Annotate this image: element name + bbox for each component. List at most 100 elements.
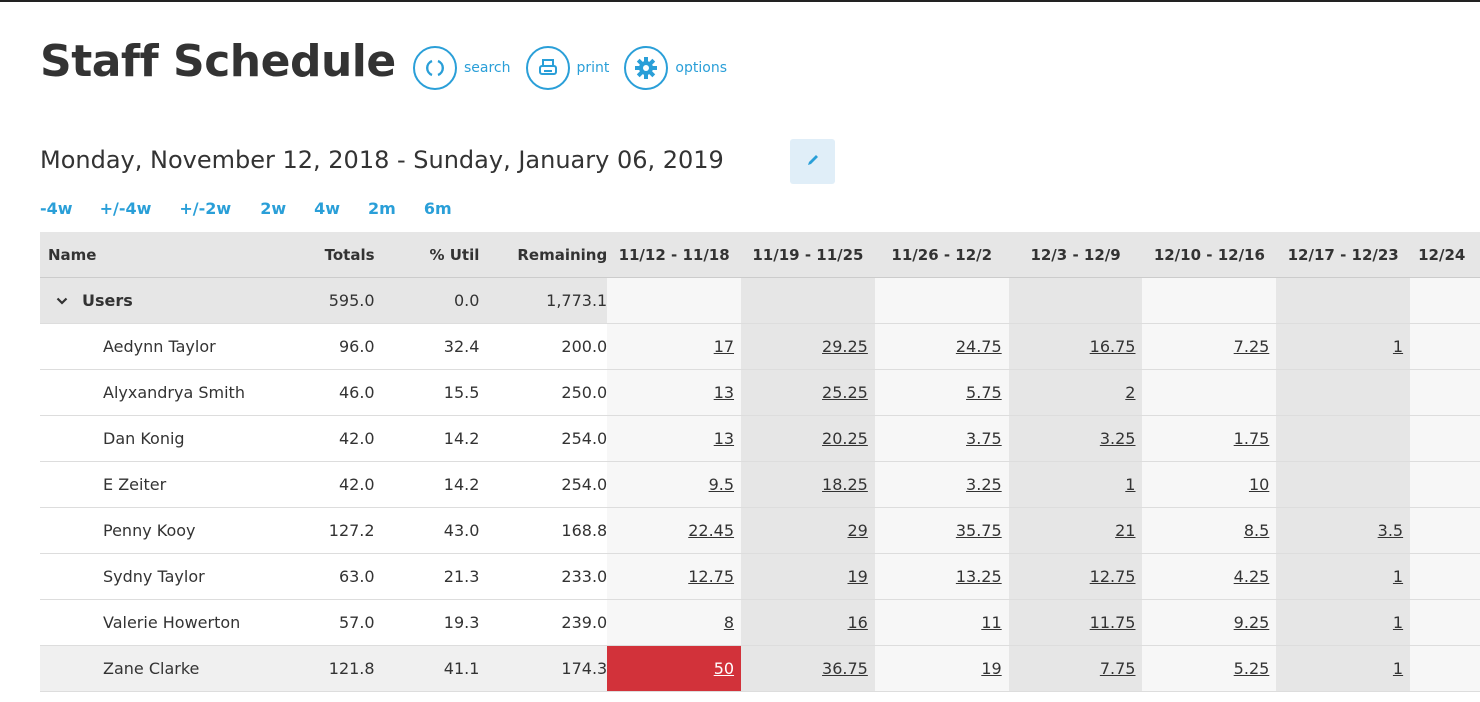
week-hours-cell: 2 xyxy=(1008,370,1143,415)
week-hours-link[interactable]: 19 xyxy=(847,567,868,586)
table-row: Penny Kooy 127.2 43.0 168.8 22.45 29 35.75 21 8.… xyxy=(40,508,1480,554)
user-totals: 96.0 xyxy=(338,337,375,356)
week-hours-cell: 13 xyxy=(607,370,742,415)
week-hours-link[interactable]: 12.75 xyxy=(688,567,735,586)
week-hours-link[interactable]: 9.5 xyxy=(708,475,735,494)
week-hours-cell: 16.75 xyxy=(1008,324,1143,369)
week-hours-link[interactable]: 4.25 xyxy=(1233,567,1270,586)
week-hours-link[interactable]: 5.75 xyxy=(966,383,1002,402)
week-hours-link[interactable]: 2 xyxy=(1125,383,1136,402)
group-name-cell: Users xyxy=(40,278,245,323)
week-hours-link[interactable]: 1.75 xyxy=(1233,429,1270,448)
user-name: Zane Clarke xyxy=(40,646,245,691)
week-hours-link[interactable]: 11 xyxy=(981,613,1002,632)
week-hours-cell: 50 xyxy=(607,646,742,691)
week-hours-link[interactable]: 1 xyxy=(1392,567,1404,586)
week-hours-cell: 5.25 xyxy=(1142,646,1277,691)
week-hours-link[interactable]: 50 xyxy=(713,659,735,678)
search-button[interactable]: search xyxy=(413,46,511,90)
week-hours-link[interactable]: 36.75 xyxy=(822,659,868,678)
week-hours-link[interactable]: 21 xyxy=(1115,521,1136,540)
column-header-week[interactable]: 12/3 - 12/9 xyxy=(1030,245,1121,264)
week-hours-link[interactable]: 10 xyxy=(1248,475,1270,494)
user-util: 14.2 xyxy=(443,429,480,448)
week-hours-link[interactable]: 7.75 xyxy=(1099,659,1136,678)
week-hours-cell: 22.45 xyxy=(607,508,742,553)
column-header-week[interactable]: 12/24 xyxy=(1418,245,1466,264)
week-hours-cell: 35.75 xyxy=(874,508,1009,553)
week-hours-cell: 8.5 xyxy=(1142,508,1277,553)
week-hours-link[interactable]: 1 xyxy=(1125,475,1136,494)
week-hours-link[interactable]: 22.45 xyxy=(688,521,735,540)
range-link[interactable]: 6m xyxy=(423,199,452,218)
week-hours-link[interactable]: 3.25 xyxy=(1099,429,1136,448)
week-hours-link[interactable]: 3.25 xyxy=(966,475,1002,494)
table-row: Valerie Howerton 57.0 19.3 239.0 8 16 11 11.75 9… xyxy=(40,600,1480,646)
week-hours-cell: 9.5 xyxy=(607,462,742,507)
week-hours-cell: 20.25 xyxy=(741,416,875,461)
week-hours-link[interactable]: 17 xyxy=(713,337,735,356)
week-hours-link[interactable]: 13 xyxy=(713,383,735,402)
week-hours-link[interactable]: 1 xyxy=(1392,613,1404,632)
group-name: Users xyxy=(82,291,133,310)
week-hours-cell xyxy=(1410,416,1480,461)
week-hours-link[interactable]: 11.75 xyxy=(1089,613,1136,632)
edit-date-range-button[interactable] xyxy=(790,139,835,184)
column-header-week[interactable]: 11/12 - 11/18 xyxy=(618,245,730,264)
week-hours-link[interactable]: 16.75 xyxy=(1089,337,1136,356)
range-link[interactable]: 2m xyxy=(368,199,396,218)
week-hours-cell: 12.75 xyxy=(607,554,742,599)
user-name: Penny Kooy xyxy=(103,521,196,540)
date-range-label: Monday, November 12, 2018 - Sunday, Janu… xyxy=(40,146,724,174)
week-hours-link[interactable]: 12.75 xyxy=(1089,567,1136,586)
range-link[interactable]: +/-2w xyxy=(179,199,232,218)
user-remaining: 168.8 xyxy=(561,521,608,540)
week-hours-link[interactable]: 1 xyxy=(1392,659,1404,678)
options-button[interactable]: options xyxy=(624,46,727,90)
week-hours-link[interactable]: 13 xyxy=(713,429,735,448)
week-hours-link[interactable]: 7.25 xyxy=(1233,337,1270,356)
user-remaining: 250.0 xyxy=(561,383,608,402)
user-name: Valerie Howerton xyxy=(103,613,241,632)
week-hours-link[interactable]: 20.25 xyxy=(822,429,868,448)
week-hours-cell: 24.75 xyxy=(874,324,1009,369)
column-header-week[interactable]: 11/26 - 12/2 xyxy=(891,245,993,264)
column-header-week[interactable]: 12/10 - 12/16 xyxy=(1153,245,1265,264)
week-hours-link[interactable]: 1 xyxy=(1392,337,1404,356)
column-header-remaining[interactable]: Remaining xyxy=(517,245,608,264)
print-button[interactable]: print xyxy=(525,46,609,90)
week-hours-link[interactable]: 3.75 xyxy=(966,429,1002,448)
week-hours-link[interactable]: 18.25 xyxy=(822,475,868,494)
range-link[interactable]: 2w xyxy=(260,199,287,218)
week-hours-link[interactable]: 5.25 xyxy=(1233,659,1270,678)
week-hours-link[interactable]: 8.5 xyxy=(1243,521,1270,540)
week-hours-link[interactable]: 29.25 xyxy=(822,337,868,356)
range-link[interactable]: 4w xyxy=(314,199,341,218)
week-hours-link[interactable]: 25.25 xyxy=(822,383,868,402)
week-hours-link[interactable]: 13.25 xyxy=(955,567,1002,586)
group-totals: 595.0 xyxy=(244,278,375,323)
range-link[interactable]: +/-4w xyxy=(99,199,152,218)
week-hours-cell: 36.75 xyxy=(741,646,875,691)
user-totals: 121.8 xyxy=(244,646,375,691)
week-hours-link[interactable]: 16 xyxy=(847,613,868,632)
week-hours-link[interactable]: 3.5 xyxy=(1377,521,1404,540)
column-header-totals[interactable]: Totals xyxy=(324,245,375,264)
week-hours-cell: 1 xyxy=(1008,462,1143,507)
group-week-cell xyxy=(1276,278,1411,323)
column-header-util[interactable]: % Util xyxy=(429,245,480,264)
week-hours-link[interactable]: 29 xyxy=(847,521,868,540)
column-header-week[interactable]: 11/19 - 11/25 xyxy=(752,245,864,264)
search-label: search xyxy=(464,60,511,76)
week-hours-link[interactable]: 24.75 xyxy=(955,337,1002,356)
group-week-cell xyxy=(1008,278,1143,323)
week-hours-link[interactable]: 19 xyxy=(981,659,1002,678)
week-hours-link[interactable]: 8 xyxy=(723,613,735,632)
column-header-week[interactable]: 12/17 - 12/23 xyxy=(1287,245,1399,264)
column-header-name[interactable]: Name xyxy=(48,245,97,264)
chevron-down-icon[interactable] xyxy=(56,296,68,306)
range-link[interactable]: -4w xyxy=(40,199,73,218)
week-hours-link[interactable]: 9.25 xyxy=(1233,613,1270,632)
week-hours-link[interactable]: 35.75 xyxy=(955,521,1002,540)
group-util: 0.0 xyxy=(374,278,480,323)
